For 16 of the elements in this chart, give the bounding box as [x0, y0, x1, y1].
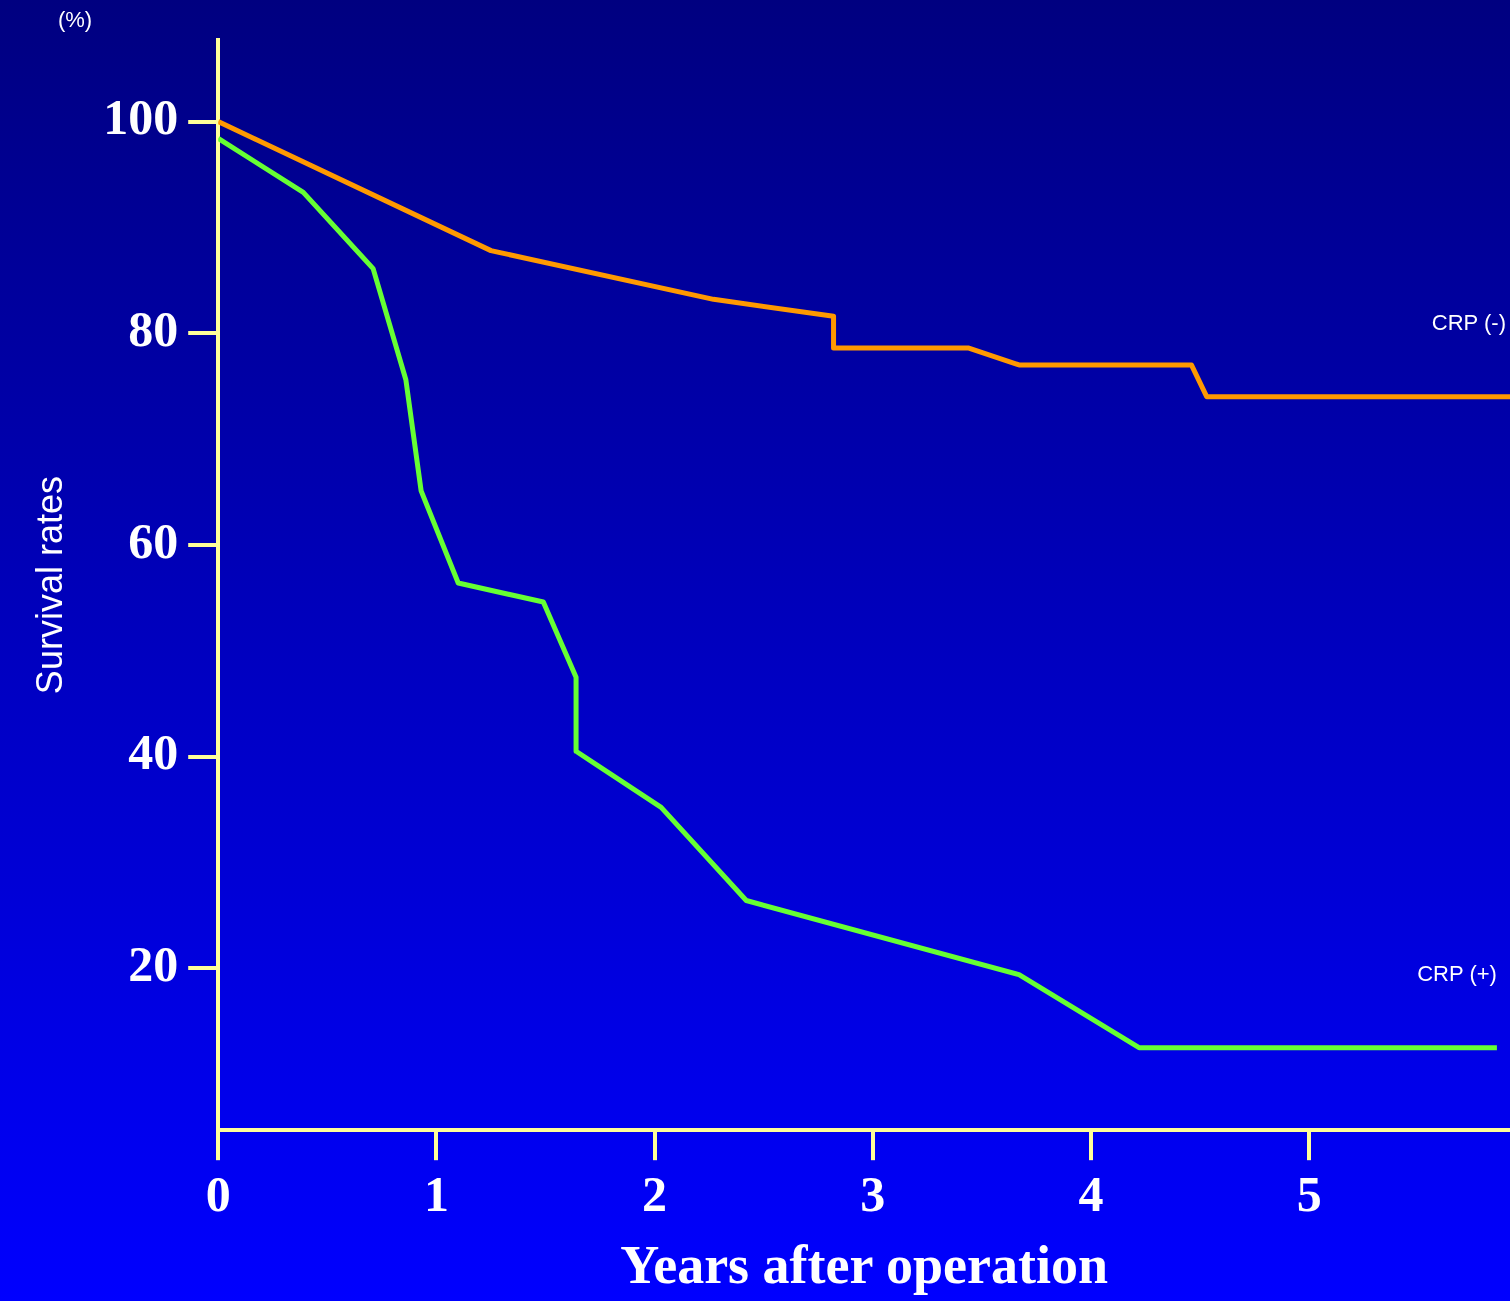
text: (%): [57, 7, 93, 33]
y-tick-label: 100: [103, 89, 179, 146]
text: CRP (+): [1417, 960, 1497, 986]
text: CRP (-): [1431, 309, 1506, 335]
y-axis-title: Survival rates: [28, 476, 70, 695]
x-tick-label: 4: [1078, 1166, 1104, 1223]
x-axis-title: Years after operation: [620, 1234, 1109, 1295]
x-tick-label: 0: [205, 1166, 231, 1223]
x-tick-label: 1: [423, 1166, 449, 1223]
y-tick-label: 60: [128, 512, 179, 569]
x-tick-label: 5: [1296, 1166, 1322, 1223]
y-tick-label: 40: [128, 724, 179, 781]
x-tick-label: 2: [642, 1166, 668, 1223]
x-tick-label: 3: [860, 1166, 886, 1223]
y-tick-label: 20: [128, 936, 179, 993]
y-tick-label: 80: [128, 301, 179, 358]
